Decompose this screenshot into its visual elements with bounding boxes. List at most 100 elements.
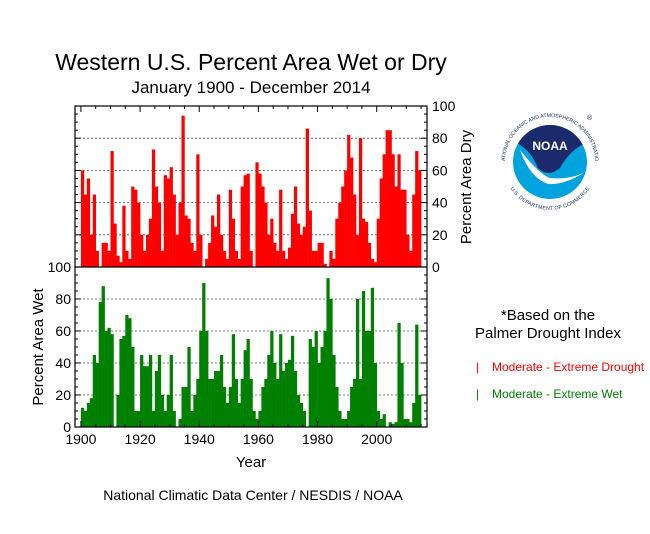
wet-bar <box>335 387 339 427</box>
drought-bar <box>110 151 114 267</box>
wet-bar <box>86 403 91 427</box>
drought-bar <box>131 186 135 267</box>
wet-bar <box>128 318 132 427</box>
drought-bar <box>361 218 366 267</box>
drought-bar <box>258 173 262 267</box>
chart-subtitle: January 1900 - December 2014 <box>131 78 370 97</box>
wet-bar <box>361 291 366 427</box>
x-tick-label: 1980 <box>302 431 333 447</box>
drought-bar <box>86 178 91 267</box>
drought-bar <box>376 218 380 267</box>
drought-bar <box>296 223 301 267</box>
drought-bar <box>128 258 132 267</box>
drought-bar <box>175 234 179 267</box>
wet-bar <box>285 363 289 427</box>
wet-y-axis-label: Percent Area Wet <box>30 288 47 406</box>
drought-bar <box>367 242 372 267</box>
wet-bar <box>258 411 262 427</box>
drought-bar <box>332 258 336 267</box>
wet-bar <box>83 411 88 427</box>
wet-bar <box>282 371 286 427</box>
dry-y-tick-label: 20 <box>432 227 448 243</box>
wet-bar <box>403 419 407 427</box>
wet-bar <box>199 331 203 427</box>
wet-bar <box>225 403 230 427</box>
wet-bar <box>151 411 156 427</box>
drought-bar <box>243 175 247 267</box>
dry-y-tick-label: 40 <box>432 195 448 211</box>
drought-bar <box>394 186 398 267</box>
drought-bar <box>335 218 339 267</box>
wet-bar <box>169 355 173 427</box>
wet-bar <box>219 355 224 427</box>
drought-bar <box>199 234 203 267</box>
wet-bar <box>267 355 271 427</box>
wet-bar <box>237 403 241 427</box>
drought-bar <box>347 134 351 267</box>
wet-bar <box>181 387 185 427</box>
wet-bar <box>255 419 259 427</box>
logo-text: NOAA <box>532 139 568 153</box>
drought-bar <box>323 263 327 267</box>
drought-bar <box>273 242 277 267</box>
drought-bar <box>403 189 407 267</box>
wet-bar <box>110 334 114 427</box>
drought-bar <box>370 258 375 267</box>
wet-bar <box>344 419 348 427</box>
drought-bar <box>214 226 218 267</box>
drought-bar <box>320 242 324 267</box>
wet-bar <box>240 379 244 427</box>
wet-bar <box>296 395 301 427</box>
dry-y-tick-label: 0 <box>432 259 440 275</box>
drought-bar <box>163 175 167 267</box>
wet-bar <box>143 366 147 427</box>
legend-wet-marker: | <box>476 387 479 401</box>
wet-bar <box>172 411 176 427</box>
drought-bar <box>255 162 259 267</box>
drought-bar <box>122 205 126 267</box>
svg-text:®: ® <box>587 114 593 122</box>
wet-bar <box>98 302 102 427</box>
drought-bar <box>178 202 182 267</box>
drought-bar <box>344 170 348 267</box>
wet-bar <box>119 339 123 427</box>
drought-bar <box>397 154 401 267</box>
drought-bar <box>205 258 209 267</box>
drought-bar <box>134 189 138 267</box>
drought-bar <box>148 218 153 267</box>
wet-bar <box>222 387 227 427</box>
drought-bar <box>184 215 188 267</box>
drought-bar <box>350 157 354 267</box>
wet-bar <box>196 379 200 427</box>
wet-bar <box>190 411 194 427</box>
drought-bar <box>216 194 221 267</box>
drought-bar <box>116 255 120 267</box>
wet-bar <box>205 331 209 427</box>
drought-bar <box>83 194 88 267</box>
drought-bar <box>264 202 268 267</box>
wet-bar <box>379 419 383 427</box>
drought-bar <box>329 250 333 267</box>
wet-bar <box>234 379 238 427</box>
chart-title: Western U.S. Percent Area Wet or Dry <box>55 49 447 75</box>
wet-bar <box>376 411 380 427</box>
wet-bar <box>166 395 170 427</box>
drought-bar <box>137 202 141 267</box>
wet-bar <box>409 422 413 427</box>
drought-bar <box>143 250 147 267</box>
wet-bar <box>364 331 369 427</box>
drought-bar <box>299 234 304 267</box>
footer-credit: National Climatic Data Center / NESDIS /… <box>103 487 403 503</box>
x-tick-label: 1920 <box>124 431 155 447</box>
drought-bar <box>240 186 244 267</box>
drought-bar <box>373 262 378 267</box>
wet-bar <box>279 334 283 427</box>
drought-bar <box>222 250 227 267</box>
drought-bar <box>95 250 99 267</box>
wet-bar <box>311 347 315 427</box>
wet-bar <box>145 366 150 427</box>
wet-bar <box>80 407 85 427</box>
wet-bar <box>104 331 108 427</box>
wet-bar <box>308 339 312 427</box>
